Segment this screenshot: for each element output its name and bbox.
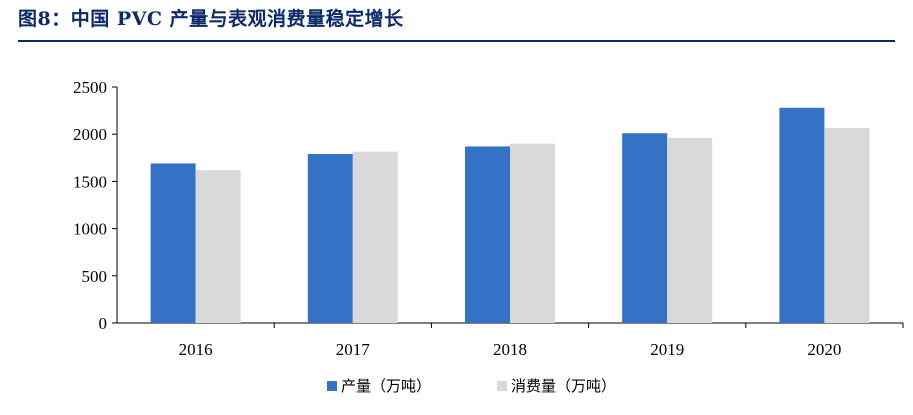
x-tick-label: 2019 xyxy=(650,340,684,359)
bar-consumption-2019 xyxy=(667,137,713,323)
bar-production-2020 xyxy=(779,107,825,323)
title-underline xyxy=(18,40,895,42)
legend-production-swatch xyxy=(327,381,337,391)
y-tick-label: 1000 xyxy=(73,220,107,239)
x-tick-label: 2020 xyxy=(807,340,841,359)
legend-consumption-swatch xyxy=(497,381,507,391)
bar-consumption-2020 xyxy=(824,128,870,323)
y-tick-label: 2500 xyxy=(73,78,107,97)
y-tick-label: 0 xyxy=(99,314,108,333)
bar-production-2018 xyxy=(465,146,510,323)
legend-production-label: 产量（万吨） xyxy=(341,377,431,395)
bar-production-2016 xyxy=(150,163,196,323)
y-tick-label: 1500 xyxy=(73,172,107,191)
x-tick-label: 2016 xyxy=(179,340,213,359)
bar-consumption-2016 xyxy=(195,170,241,323)
bar-production-2019 xyxy=(622,133,668,323)
bar-consumption-2018 xyxy=(510,143,555,323)
y-tick-label: 2000 xyxy=(73,125,107,144)
legend-consumption-label: 消费量（万吨） xyxy=(511,377,616,395)
x-tick-label: 2017 xyxy=(336,340,371,359)
bar-production-2017 xyxy=(307,154,353,323)
x-tick-label: 2018 xyxy=(493,340,527,359)
chart-title: 图8：中国 PVC 产量与表观消费量稳定增长 xyxy=(18,8,404,30)
bar-consumption-2017 xyxy=(352,151,398,323)
y-tick-label: 500 xyxy=(82,267,108,286)
